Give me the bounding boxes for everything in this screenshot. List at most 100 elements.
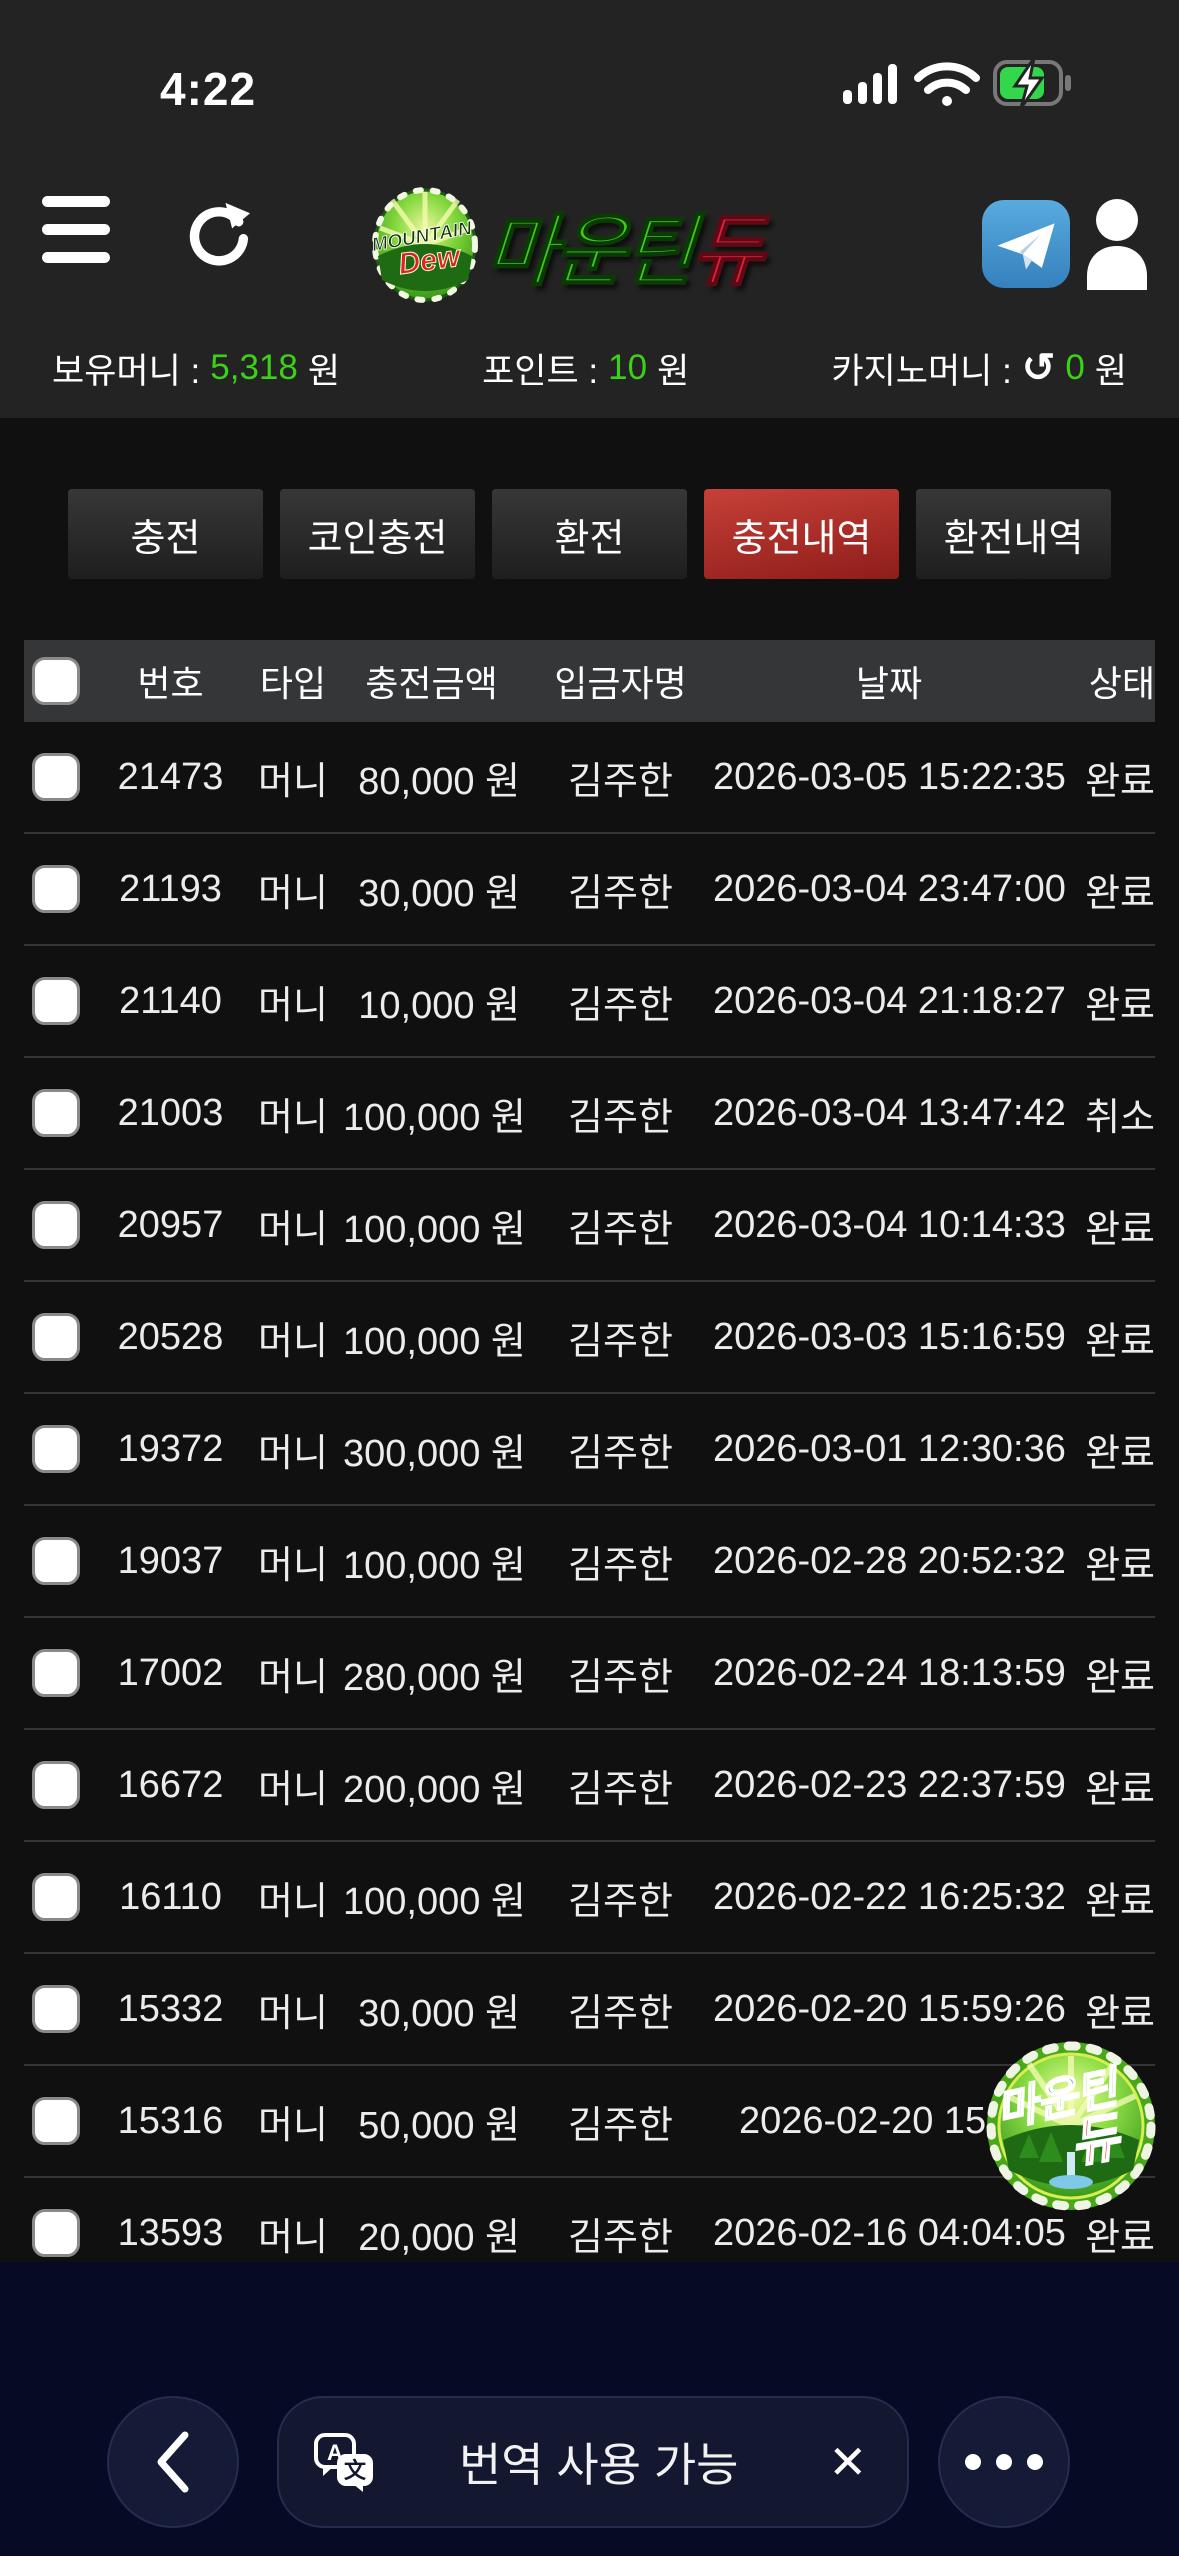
- cell-name: 김주한: [568, 1992, 673, 2035]
- row-checkbox[interactable]: [32, 753, 80, 801]
- tab[interactable]: 충전내역: [704, 489, 899, 579]
- cell-amount: 10,000 원: [358, 984, 520, 1027]
- point-label: 포인트 :: [482, 351, 599, 391]
- table-row: 20957 머니 100,000 원 김주한 2026-03-04 10:14:…: [24, 1170, 1155, 1282]
- select-all-checkbox[interactable]: [32, 657, 80, 705]
- cell-date: 2026-03-01 12:30:36: [713, 1427, 1066, 1470]
- table-row: 16110 머니 100,000 원 김주한 2026-02-22 16:25:…: [24, 1842, 1155, 1954]
- row-checkbox[interactable]: [32, 1537, 80, 1585]
- cell-date: 2026-03-05 15:22:35: [713, 755, 1066, 798]
- cell-name: 김주한: [568, 1544, 673, 1587]
- table-row: 17002 머니 280,000 원 김주한 2026-02-24 18:13:…: [24, 1618, 1155, 1730]
- telegram-button[interactable]: [982, 200, 1070, 288]
- table-row: 13593 머니 20,000 원 김주한 2026-02-16 04:04:0…: [24, 2178, 1155, 2288]
- table-row: 15316 머니 50,000 원 김주한 2026-02-20 15:04: [24, 2066, 1155, 2178]
- balance-group: 보유머니 : 5,318 원: [52, 343, 340, 394]
- cell-name: 김주한: [568, 760, 673, 803]
- row-checkbox[interactable]: [32, 1761, 80, 1809]
- row-checkbox[interactable]: [32, 865, 80, 913]
- cell-type: 머니: [258, 1992, 328, 2035]
- cell-amount: 80,000 원: [358, 760, 520, 803]
- row-checkbox[interactable]: [32, 1649, 80, 1697]
- status-icons: [843, 57, 1071, 108]
- row-checkbox[interactable]: [32, 2209, 80, 2257]
- cell-name: 김주한: [568, 1096, 673, 1139]
- translate-toast: A 文 번역 사용 가능 ✕: [277, 2396, 909, 2528]
- floating-site-badge[interactable]: 마운틴 듀: [985, 2040, 1157, 2212]
- tab[interactable]: 코인충전: [280, 489, 475, 579]
- cell-amount: 30,000 원: [358, 872, 520, 915]
- cell-no: 21193: [119, 867, 222, 910]
- header-date: 날짜: [855, 663, 923, 704]
- tab[interactable]: 환전내역: [916, 489, 1111, 579]
- table-header: 번호 타입 충전금액 입금자명 날짜 상태: [24, 640, 1155, 722]
- logo-text-green: 마운틴: [482, 206, 696, 296]
- cell-no: 16110: [119, 1875, 222, 1918]
- cell-status: 완료: [1085, 1544, 1155, 1587]
- table-row: 21003 머니 100,000 원 김주한 2026-03-04 13:47:…: [24, 1058, 1155, 1170]
- casino-group: 카지노머니 : ↺ 0 원: [831, 343, 1127, 394]
- cell-name: 김주한: [568, 1768, 673, 1811]
- cell-no: 21003: [117, 1091, 224, 1134]
- mountain-dew-badge-icon: MOUNTAIN Dew: [372, 187, 478, 303]
- back-button[interactable]: [107, 2396, 239, 2528]
- cell-status: 완료: [1085, 1432, 1155, 1475]
- casino-refresh-icon[interactable]: ↺: [1021, 346, 1056, 390]
- menu-icon[interactable]: [42, 196, 110, 280]
- cell-date: 2026-03-04 10:14:33: [713, 1203, 1066, 1246]
- cell-type: 머니: [258, 1544, 328, 1587]
- table-row: 21473 머니 80,000 원 김주한 2026-03-05 15:22:3…: [24, 722, 1155, 834]
- point-unit: 원: [657, 351, 690, 391]
- row-checkbox[interactable]: [32, 1873, 80, 1921]
- table-row: 20528 머니 100,000 원 김주한 2026-03-03 15:16:…: [24, 1282, 1155, 1394]
- row-checkbox[interactable]: [32, 1089, 80, 1137]
- cell-name: 김주한: [568, 1432, 673, 1475]
- wallet-bar: 보유머니 : 5,318 원 포인트 : 10 원 카지노머니 : ↺ 0 원: [0, 318, 1179, 418]
- status-time: 4:22: [160, 63, 257, 115]
- table-row: 19037 머니 100,000 원 김주한 2026-02-28 20:52:…: [24, 1506, 1155, 1618]
- table-row: 16672 머니 200,000 원 김주한 2026-02-23 22:37:…: [24, 1730, 1155, 1842]
- cell-amount: 200,000 원: [343, 1768, 526, 1811]
- tab[interactable]: 충전: [68, 489, 263, 579]
- cell-no: 19037: [117, 1539, 224, 1582]
- site-logo[interactable]: MOUNTAIN Dew 마운틴듀: [372, 184, 765, 306]
- cell-status: 완료: [1085, 760, 1155, 803]
- chevron-left-icon: [157, 2431, 189, 2493]
- row-checkbox[interactable]: [32, 1425, 80, 1473]
- cell-type: 머니: [258, 760, 328, 803]
- cell-type: 머니: [258, 1320, 328, 1363]
- browser-bottom-bar: A 文 번역 사용 가능 ✕: [0, 2262, 1179, 2556]
- more-options-button[interactable]: [938, 2396, 1070, 2528]
- cell-type: 머니: [258, 1208, 328, 1251]
- tab[interactable]: 환전: [492, 489, 687, 579]
- cell-status: 완료: [1085, 1320, 1155, 1363]
- row-checkbox[interactable]: [32, 2097, 80, 2145]
- cell-amount: 30,000 원: [358, 1992, 520, 2035]
- row-checkbox[interactable]: [32, 1201, 80, 1249]
- table-row: 19372 머니 300,000 원 김주한 2026-03-01 12:30:…: [24, 1394, 1155, 1506]
- balance-value: 5,318: [210, 348, 298, 387]
- cell-date: 2026-02-24 18:13:59: [713, 1651, 1066, 1694]
- refresh-icon[interactable]: [184, 198, 250, 270]
- row-checkbox[interactable]: [32, 1985, 80, 2033]
- cell-status: 완료: [1085, 984, 1155, 1027]
- cell-status: 완료: [1085, 1656, 1155, 1699]
- balance-unit: 원: [307, 351, 341, 391]
- cell-name: 김주한: [568, 2104, 673, 2147]
- row-checkbox[interactable]: [32, 977, 80, 1025]
- cell-no: 21140: [119, 979, 222, 1022]
- cell-name: 김주한: [568, 2216, 673, 2259]
- profile-icon[interactable]: [1085, 198, 1149, 292]
- row-checkbox[interactable]: [32, 1313, 80, 1361]
- cell-date: 2026-03-04 21:18:27: [713, 979, 1066, 1022]
- cell-status: 취소: [1085, 1096, 1155, 1139]
- cell-no: 17002: [117, 1651, 224, 1694]
- cell-type: 머니: [258, 1768, 328, 1811]
- close-icon[interactable]: ✕: [828, 2436, 867, 2488]
- casino-value: 0: [1065, 348, 1085, 387]
- cell-date: 2026-03-03 15:16:59: [713, 1315, 1066, 1358]
- cell-name: 김주한: [568, 1656, 673, 1699]
- battery-charging-icon: [993, 57, 1071, 108]
- table-row: 21193 머니 30,000 원 김주한 2026-03-04 23:47:0…: [24, 834, 1155, 946]
- cell-type: 머니: [258, 872, 328, 915]
